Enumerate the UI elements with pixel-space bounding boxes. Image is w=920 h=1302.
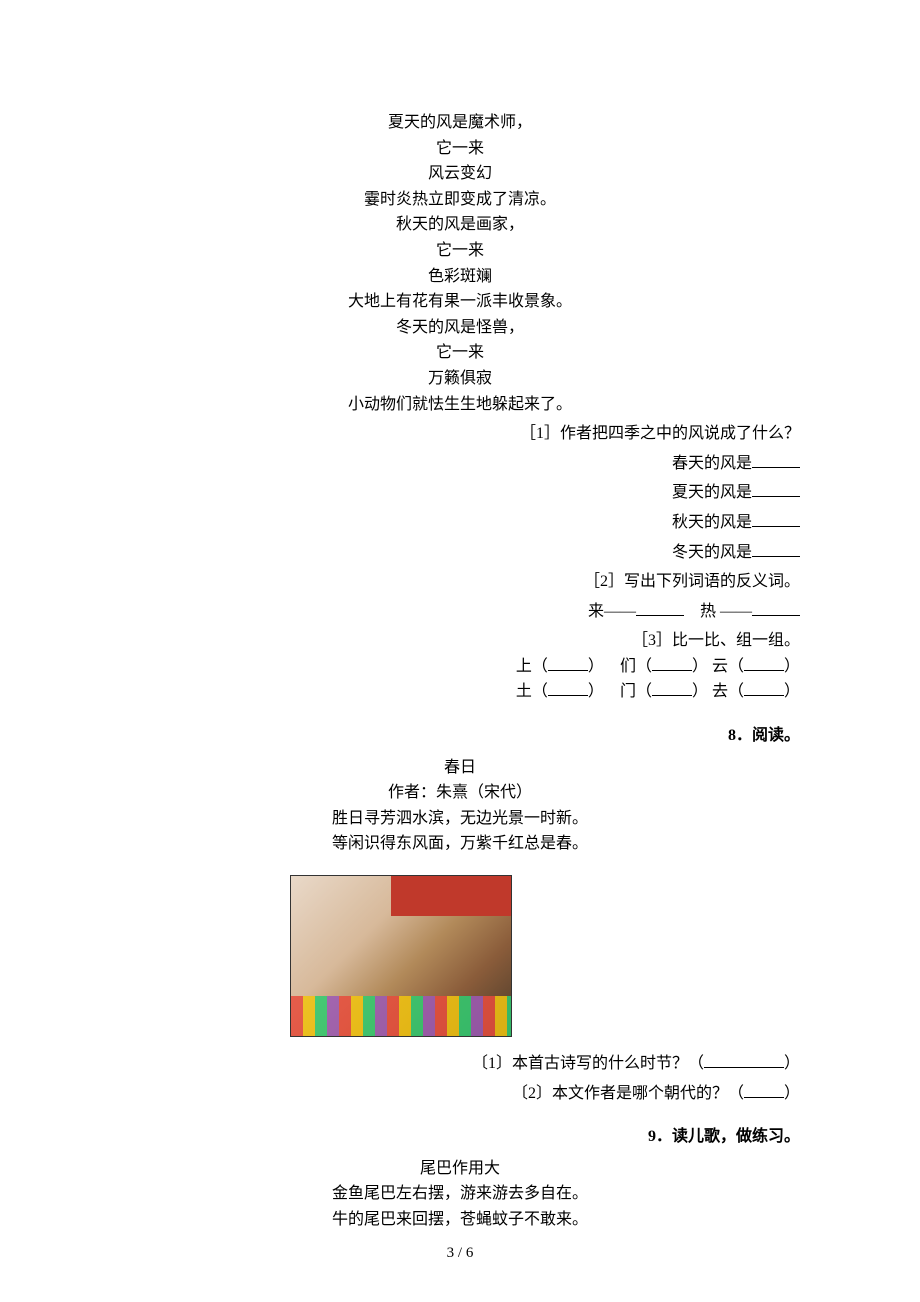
blank — [744, 1081, 784, 1098]
blank — [752, 510, 800, 527]
blank — [752, 451, 800, 468]
poem1-l2: 它一来 — [120, 136, 800, 162]
q2-prompt: ［2］写出下列词语的反义词。 — [120, 569, 800, 595]
blank — [744, 654, 784, 671]
q1-item-2: 夏天的风是 — [120, 480, 800, 506]
q1-item-4: 冬天的风是 — [120, 540, 800, 566]
blank — [704, 1051, 784, 1068]
poem-1-block: 夏天的风是魔术师， 它一来 风云变幻 霎时炎热立即变成了清凉。 秋天的风是画家，… — [120, 110, 800, 417]
blank — [636, 599, 684, 616]
poem2-author: 作者：朱熹（宋代） — [120, 780, 800, 806]
poem1-l12: 小动物们就怯生生地躲起来了。 — [120, 392, 800, 418]
poem-3-block: 尾巴作用大 金鱼尾巴左右摆，游来游去多自在。 牛的尾巴来回摆，苍蝇蚊子不敢来。 — [120, 1156, 800, 1233]
q3-row2: 土（） 门（） 去（） — [120, 679, 800, 705]
poem2-title: 春日 — [120, 755, 800, 781]
blank — [752, 480, 800, 497]
q2-line: 来—— 热 —— — [120, 599, 800, 625]
blank — [548, 654, 588, 671]
poem-2-block: 春日 作者：朱熹（宋代） 胜日寻芳泗水滨，无边光景一时新。 等闲识得东风面，万紫… — [120, 755, 800, 857]
poem1-l9: 冬天的风是怪兽， — [120, 315, 800, 341]
poem2-line1: 胜日寻芳泗水滨，无边光景一时新。 — [120, 806, 800, 832]
q1-item-1: 春天的风是 — [120, 451, 800, 477]
q8b: 〔2〕本文作者是哪个朝代的？（） — [120, 1081, 800, 1107]
poem2-line2: 等闲识得东风面，万紫千红总是春。 — [120, 831, 800, 857]
q1-item-3: 秋天的风是 — [120, 510, 800, 536]
blank — [652, 679, 692, 696]
poem3-title: 尾巴作用大 — [120, 1156, 800, 1182]
poem1-l1: 夏天的风是魔术师， — [120, 110, 800, 136]
section-8-title: 8．阅读。 — [120, 723, 800, 749]
poem-illustration — [290, 875, 512, 1037]
poem1-l5: 秋天的风是画家， — [120, 212, 800, 238]
blank — [744, 679, 784, 696]
poem1-l11: 万籁俱寂 — [120, 366, 800, 392]
blank — [752, 540, 800, 557]
blank — [548, 679, 588, 696]
poem1-l3: 风云变幻 — [120, 161, 800, 187]
poem1-l10: 它一来 — [120, 340, 800, 366]
q1-prompt: ［1］作者把四季之中的风说成了什么？ — [120, 421, 800, 447]
poem1-l6: 它一来 — [120, 238, 800, 264]
q3-row1: 上（） 们（） 云（） — [120, 654, 800, 680]
section-9-title: 9．读儿歌，做练习。 — [120, 1124, 800, 1150]
poem1-l8: 大地上有花有果一派丰收景象。 — [120, 289, 800, 315]
poem3-line2: 牛的尾巴来回摆，苍蝇蚊子不敢来。 — [120, 1207, 800, 1233]
poem1-l7: 色彩斑斓 — [120, 264, 800, 290]
page-footer: 3 / 6 — [0, 1245, 920, 1262]
blank — [752, 599, 800, 616]
poem3-line1: 金鱼尾巴左右摆，游来游去多自在。 — [120, 1181, 800, 1207]
poem1-l4: 霎时炎热立即变成了清凉。 — [120, 187, 800, 213]
q8a: 〔1〕本首古诗写的什么时节？（） — [120, 1051, 800, 1077]
blank — [652, 654, 692, 671]
q3-prompt: ［3］比一比、组一组。 — [120, 628, 800, 654]
